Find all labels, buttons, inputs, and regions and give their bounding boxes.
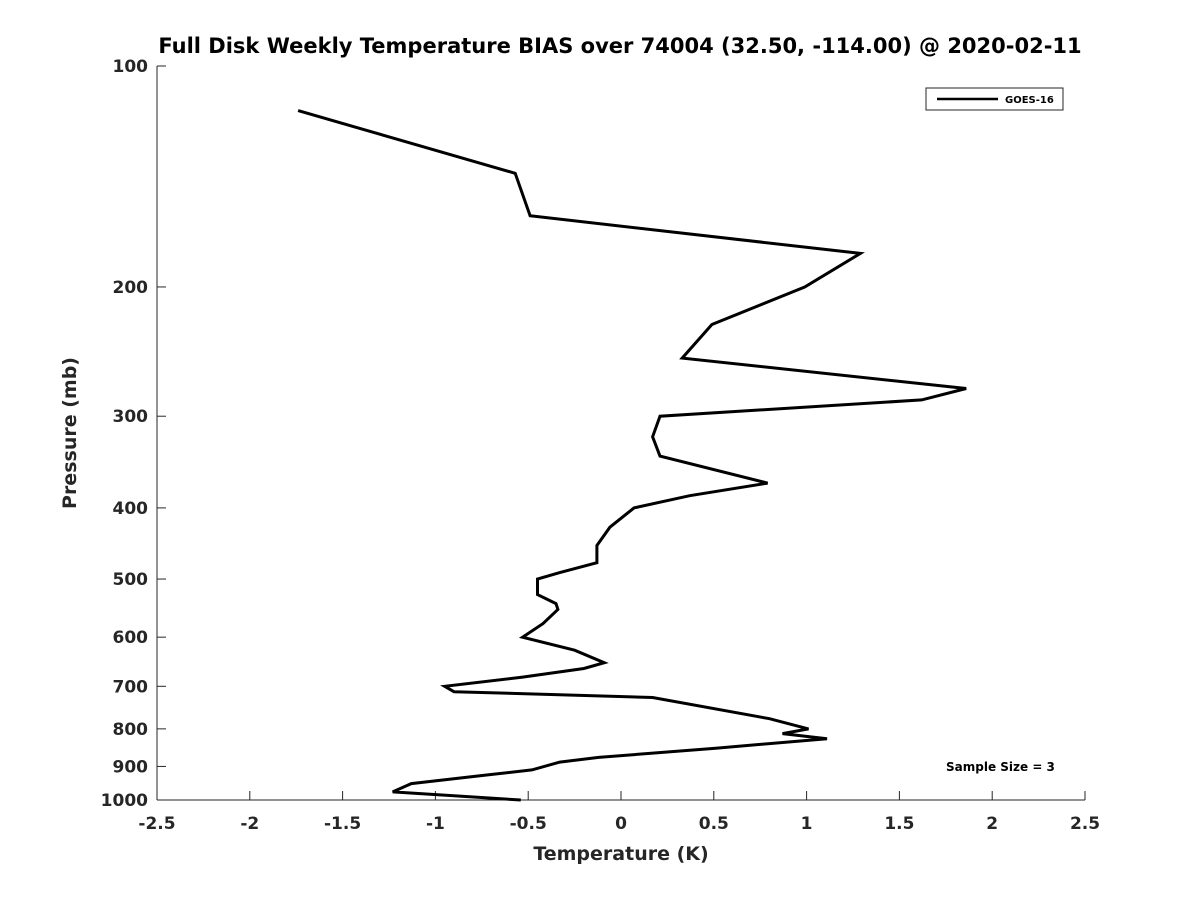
legend: GOES-16 <box>925 87 1064 111</box>
x-tick-label: -1 <box>426 814 445 834</box>
x-tick-label: 1 <box>801 814 813 834</box>
x-tick-label: -0.5 <box>510 814 547 834</box>
sample-size-annotation: Sample Size = 3 <box>946 760 1055 774</box>
y-tick-label: 900 <box>113 757 149 777</box>
y-tick-label: 1000 <box>101 791 148 811</box>
chart-title: Full Disk Weekly Temperature BIAS over 7… <box>158 34 1081 58</box>
legend-label-goes-16: GOES-16 <box>1005 95 1054 106</box>
y-tick-label: 100 <box>113 57 149 77</box>
x-tick-label: -1.5 <box>324 814 361 834</box>
x-axis-label: Temperature (K) <box>533 843 708 865</box>
y-axis-label: Pressure (mb) <box>59 357 81 509</box>
y-tick-label: 400 <box>113 499 149 519</box>
x-tick-label: 0.5 <box>699 814 729 834</box>
y-tick-label: 500 <box>113 570 149 590</box>
x-tick-label: -2.5 <box>138 814 175 834</box>
axes <box>156 66 1085 801</box>
y-tick-label: 800 <box>113 720 149 740</box>
y-ticks: 100 200 300 400 500 600 700 800 900 1000 <box>101 57 166 811</box>
y-tick-label: 700 <box>113 677 149 697</box>
y-tick-label: 300 <box>113 407 149 427</box>
x-tick-label: 2 <box>986 814 998 834</box>
x-ticks: -2.5 -2 -1.5 -1 -0.5 0 0.5 1 1.5 2 2.5 <box>138 791 1100 834</box>
x-tick-label: 1.5 <box>884 814 914 834</box>
x-tick-label: 0 <box>615 814 627 834</box>
y-tick-label: 200 <box>113 278 149 298</box>
series-line-goes-16 <box>297 109 967 802</box>
x-tick-label: 2.5 <box>1070 814 1100 834</box>
series-layer <box>297 109 967 802</box>
x-tick-label: -2 <box>240 814 259 834</box>
y-tick-label: 600 <box>113 628 149 648</box>
